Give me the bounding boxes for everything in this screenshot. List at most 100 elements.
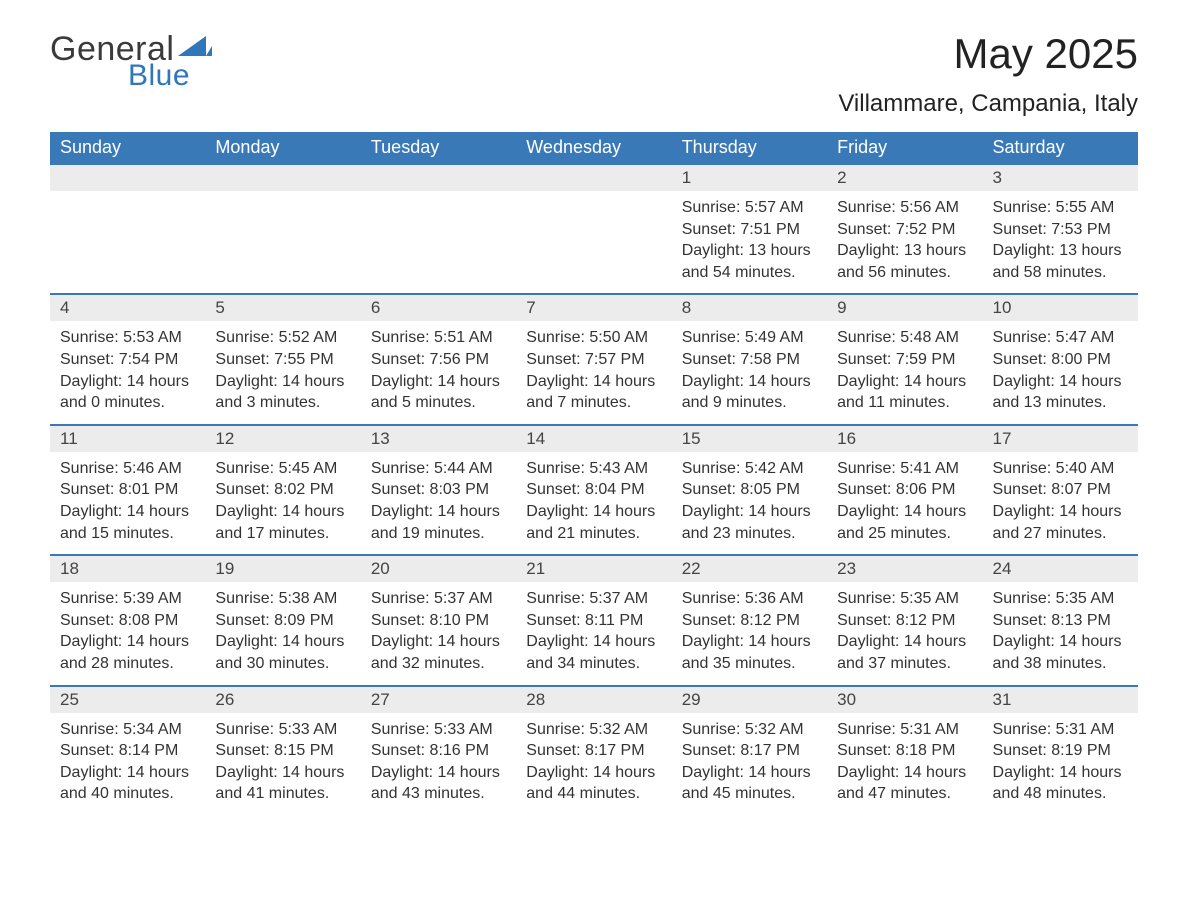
- sunrise-line: Sunrise: 5:39 AM: [60, 588, 195, 610]
- sunrise-line: Sunrise: 5:57 AM: [682, 197, 817, 219]
- sunset-value: 8:18 PM: [896, 742, 956, 759]
- day-details: Sunrise: 5:53 AMSunset: 7:54 PMDaylight:…: [50, 321, 205, 423]
- calendar-day-cell: 13Sunrise: 5:44 AMSunset: 8:03 PMDayligh…: [361, 425, 516, 555]
- day-details: Sunrise: 5:47 AMSunset: 8:00 PMDaylight:…: [983, 321, 1138, 423]
- sunset-line: Sunset: 8:03 PM: [371, 479, 506, 501]
- sunrise-label: Sunrise:: [837, 329, 900, 346]
- day-number: 8: [672, 295, 827, 321]
- day-details: Sunrise: 5:35 AMSunset: 8:12 PMDaylight:…: [827, 582, 982, 684]
- sunrise-label: Sunrise:: [371, 590, 434, 607]
- daylight-line: Daylight: 14 hours and 21 minutes.: [526, 501, 661, 544]
- sunrise-label: Sunrise:: [993, 590, 1056, 607]
- sunrise-value: 5:34 AM: [123, 721, 182, 738]
- day-details: Sunrise: 5:32 AMSunset: 8:17 PMDaylight:…: [672, 713, 827, 815]
- day-number: 5: [205, 295, 360, 321]
- day-number: 6: [361, 295, 516, 321]
- daylight-line: Daylight: 13 hours and 56 minutes.: [837, 240, 972, 283]
- sunrise-line: Sunrise: 5:55 AM: [993, 197, 1128, 219]
- sunrise-line: Sunrise: 5:52 AM: [215, 327, 350, 349]
- daylight-line: Daylight: 14 hours and 45 minutes.: [682, 762, 817, 805]
- daylight-line: Daylight: 14 hours and 11 minutes.: [837, 371, 972, 414]
- daylight-line: Daylight: 14 hours and 15 minutes.: [60, 501, 195, 544]
- sunrise-line: Sunrise: 5:34 AM: [60, 719, 195, 741]
- daylight-label: Daylight:: [993, 242, 1060, 259]
- weekday-header: Tuesday: [361, 132, 516, 164]
- sunset-line: Sunset: 8:09 PM: [215, 610, 350, 632]
- calendar-day-cell: 21Sunrise: 5:37 AMSunset: 8:11 PMDayligh…: [516, 555, 671, 685]
- sunrise-value: 5:40 AM: [1056, 460, 1115, 477]
- calendar-day-cell: 16Sunrise: 5:41 AMSunset: 8:06 PMDayligh…: [827, 425, 982, 555]
- daylight-label: Daylight:: [371, 764, 438, 781]
- calendar-day-cell: 22Sunrise: 5:36 AMSunset: 8:12 PMDayligh…: [672, 555, 827, 685]
- daylight-line: Daylight: 14 hours and 47 minutes.: [837, 762, 972, 805]
- sunrise-label: Sunrise:: [60, 460, 123, 477]
- calendar-day-cell: 15Sunrise: 5:42 AMSunset: 8:05 PMDayligh…: [672, 425, 827, 555]
- sunrise-line: Sunrise: 5:48 AM: [837, 327, 972, 349]
- daylight-label: Daylight:: [215, 764, 282, 781]
- day-number: 29: [672, 687, 827, 713]
- calendar-day-cell: 28Sunrise: 5:32 AMSunset: 8:17 PMDayligh…: [516, 686, 671, 815]
- sunrise-line: Sunrise: 5:43 AM: [526, 458, 661, 480]
- day-number: 11: [50, 426, 205, 452]
- day-number: [50, 165, 205, 191]
- day-number: 18: [50, 556, 205, 582]
- sunset-value: 8:00 PM: [1051, 351, 1111, 368]
- calendar-table: SundayMondayTuesdayWednesdayThursdayFrid…: [50, 132, 1138, 815]
- sunset-line: Sunset: 7:58 PM: [682, 349, 817, 371]
- calendar-day-cell: [205, 164, 360, 294]
- sunrise-value: 5:49 AM: [745, 329, 804, 346]
- sunrise-value: 5:31 AM: [900, 721, 959, 738]
- daylight-label: Daylight:: [215, 633, 282, 650]
- sunrise-label: Sunrise:: [371, 721, 434, 738]
- sunset-value: 8:07 PM: [1051, 481, 1111, 498]
- sunset-line: Sunset: 8:02 PM: [215, 479, 350, 501]
- sunset-label: Sunset:: [682, 612, 741, 629]
- sunset-value: 8:11 PM: [585, 612, 643, 629]
- sunrise-label: Sunrise:: [837, 721, 900, 738]
- calendar-day-cell: [516, 164, 671, 294]
- daylight-label: Daylight:: [837, 242, 904, 259]
- calendar-header-row: SundayMondayTuesdayWednesdayThursdayFrid…: [50, 132, 1138, 164]
- sunrise-value: 5:45 AM: [279, 460, 338, 477]
- sunrise-line: Sunrise: 5:33 AM: [371, 719, 506, 741]
- day-number: 27: [361, 687, 516, 713]
- calendar-day-cell: 29Sunrise: 5:32 AMSunset: 8:17 PMDayligh…: [672, 686, 827, 815]
- daylight-label: Daylight:: [993, 764, 1060, 781]
- sunset-value: 8:15 PM: [274, 742, 334, 759]
- sunrise-line: Sunrise: 5:32 AM: [526, 719, 661, 741]
- daylight-label: Daylight:: [682, 503, 749, 520]
- daylight-label: Daylight:: [526, 373, 593, 390]
- day-number: 9: [827, 295, 982, 321]
- sunset-line: Sunset: 8:11 PM: [526, 610, 661, 632]
- day-details: Sunrise: 5:45 AMSunset: 8:02 PMDaylight:…: [205, 452, 360, 554]
- day-details: Sunrise: 5:57 AMSunset: 7:51 PMDaylight:…: [672, 191, 827, 293]
- sunset-label: Sunset:: [682, 742, 741, 759]
- daylight-line: Daylight: 14 hours and 7 minutes.: [526, 371, 661, 414]
- sunset-value: 8:17 PM: [585, 742, 645, 759]
- sunrise-label: Sunrise:: [993, 329, 1056, 346]
- sunset-line: Sunset: 8:17 PM: [526, 740, 661, 762]
- calendar-day-cell: 2Sunrise: 5:56 AMSunset: 7:52 PMDaylight…: [827, 164, 982, 294]
- sunrise-label: Sunrise:: [526, 590, 589, 607]
- sunrise-label: Sunrise:: [682, 329, 745, 346]
- sunrise-value: 5:57 AM: [745, 199, 804, 216]
- daylight-label: Daylight:: [993, 373, 1060, 390]
- sunset-line: Sunset: 8:08 PM: [60, 610, 195, 632]
- sunrise-line: Sunrise: 5:56 AM: [837, 197, 972, 219]
- calendar-day-cell: 26Sunrise: 5:33 AMSunset: 8:15 PMDayligh…: [205, 686, 360, 815]
- day-number: 16: [827, 426, 982, 452]
- sunrise-value: 5:52 AM: [279, 329, 338, 346]
- sunset-value: 8:08 PM: [119, 612, 179, 629]
- calendar-day-cell: 17Sunrise: 5:40 AMSunset: 8:07 PMDayligh…: [983, 425, 1138, 555]
- sunset-line: Sunset: 8:16 PM: [371, 740, 506, 762]
- daylight-line: Daylight: 14 hours and 34 minutes.: [526, 631, 661, 674]
- sunset-line: Sunset: 7:55 PM: [215, 349, 350, 371]
- sunset-label: Sunset:: [993, 742, 1052, 759]
- day-details: Sunrise: 5:55 AMSunset: 7:53 PMDaylight:…: [983, 191, 1138, 293]
- sunset-value: 8:01 PM: [119, 481, 179, 498]
- sunset-value: 8:04 PM: [585, 481, 645, 498]
- day-details: Sunrise: 5:37 AMSunset: 8:10 PMDaylight:…: [361, 582, 516, 684]
- sunset-line: Sunset: 7:59 PM: [837, 349, 972, 371]
- calendar-day-cell: 31Sunrise: 5:31 AMSunset: 8:19 PMDayligh…: [983, 686, 1138, 815]
- sunrise-value: 5:50 AM: [589, 329, 648, 346]
